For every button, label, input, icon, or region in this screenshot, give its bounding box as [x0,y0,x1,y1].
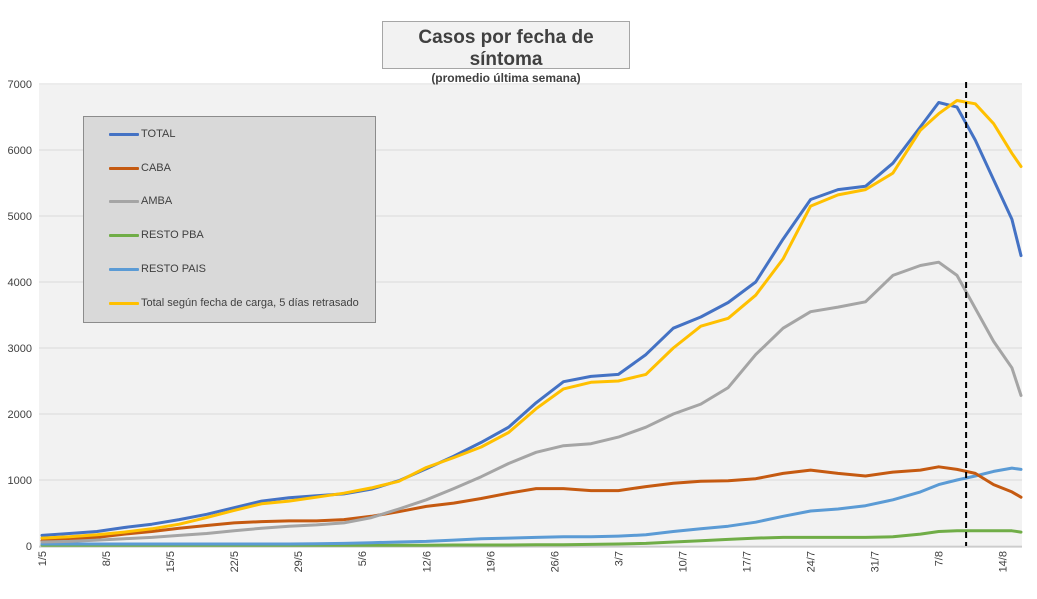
x-tick-label: 26/6 [549,551,561,572]
series-lines [40,99,1023,547]
series-line-total-seg-n-fecha-de-carga-5-d-as-retrasado [40,99,1023,540]
series-line-amba [40,260,1023,544]
legend-item-total: TOTAL [109,127,175,141]
x-tick-label: 19/6 [485,551,497,572]
legend-label-total: TOTAL [141,128,176,140]
chart-title-box: Casos por fecha de síntoma (promedio últ… [382,21,630,85]
legend-item-resto-pais: RESTO PAIS [109,262,206,276]
legend-item-amba: AMBA [109,194,172,208]
y-axis-ticks: 0 1000 2000 3000 4000 5000 6000 7000 [8,79,32,553]
y-tick-label: 7000 [8,79,32,91]
x-tick-label: 8/5 [101,551,113,566]
x-tick-label: 12/6 [421,551,433,572]
y-tick-label: 0 [26,541,32,553]
legend-item-resto-pba: RESTO PBA [109,228,204,242]
legend-item-total-carga: Total según fecha de carga, 5 días retra… [109,296,359,310]
x-axis-ticks: 1/5 8/5 15/5 22/5 29/5 5/6 12/6 19/6 26/6 3/7 10/7… [37,546,1022,572]
y-tick-label: 6000 [8,145,32,157]
legend-swatch-total-carga [109,301,139,305]
legend-label-resto-pba: RESTO PBA [141,229,204,241]
x-tick-label: 3/7 [613,551,625,566]
x-tick-label: 10/7 [677,551,689,572]
x-tick-label: 14/8 [998,551,1010,572]
legend-label-total-carga: Total según fecha de carga, 5 días retra… [141,297,359,309]
legend-label-amba: AMBA [141,195,173,207]
legend-swatch-caba [109,166,139,170]
legend-swatch-resto-pba [109,233,139,237]
y-tick-label: 4000 [8,277,32,289]
x-tick-label: 31/7 [870,551,882,572]
y-tick-label: 5000 [8,211,32,223]
chart-subtitle: (promedio última semana) [431,71,581,85]
legend-swatch-resto-pais [109,267,139,271]
x-tick-label: 1/5 [37,551,49,566]
x-tick-label: 24/7 [806,551,818,572]
x-tick-label: 7/8 [934,551,946,566]
series-line-resto-pais [40,466,1023,546]
legend-item-caba: CABA [109,161,171,175]
x-tick-label: 15/5 [165,551,177,572]
legend-label-resto-pais: RESTO PAIS [141,263,207,275]
series-line-caba [40,465,1023,543]
x-tick-label: 22/5 [229,551,241,572]
legend-swatch-total [109,132,139,136]
y-tick-label: 2000 [8,409,32,421]
x-tick-label: 5/6 [357,551,369,566]
legend-label-caba: CABA [141,162,171,174]
chart-title: Casos por fecha de síntoma [418,27,594,70]
series-line-total [40,101,1023,537]
y-tick-label: 3000 [8,343,32,355]
legend-swatch-amba [109,199,139,203]
y-tick-label: 1000 [8,475,32,487]
x-tick-label: 17/7 [742,551,754,572]
x-tick-label: 29/5 [293,551,305,572]
legend: TOTAL CABA AMBA RESTO PBA RESTO PAIS Tot… [83,116,376,323]
